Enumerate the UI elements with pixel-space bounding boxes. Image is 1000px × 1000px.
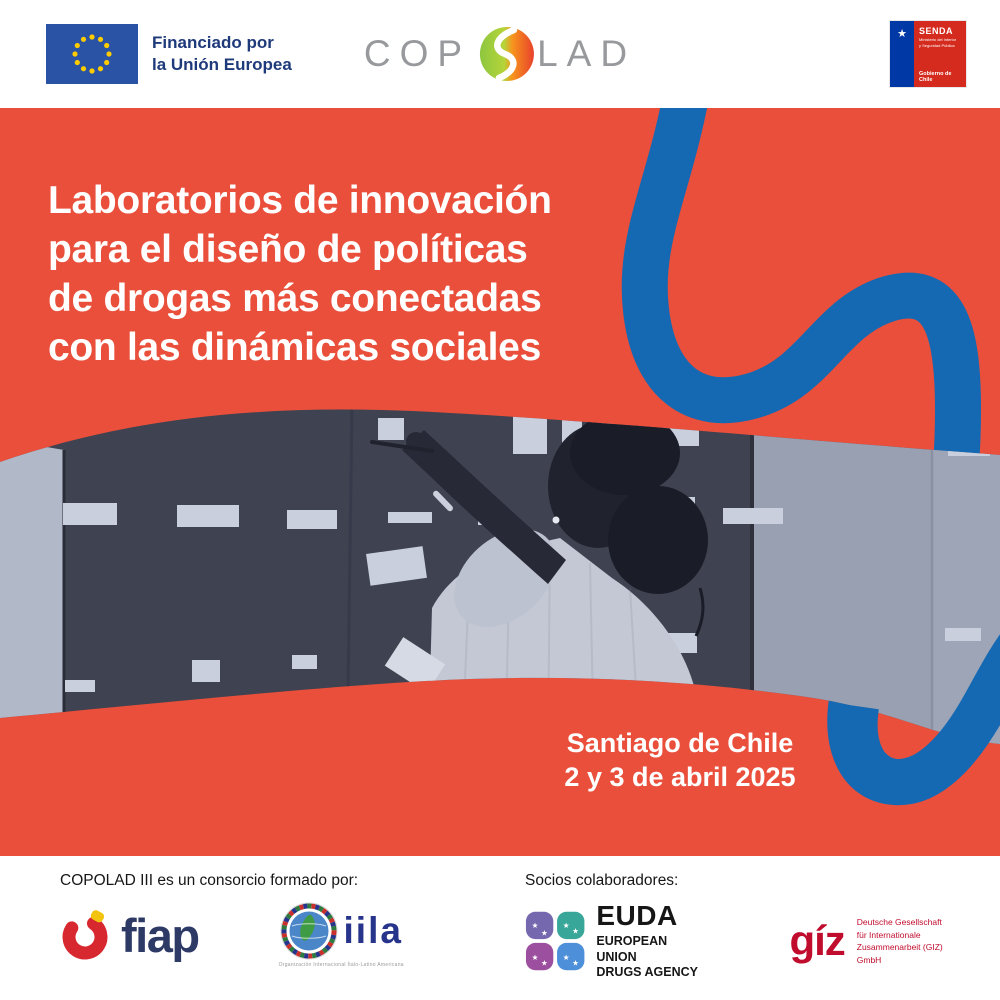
event-title: Laboratorios de innovación para el diseñ… (48, 179, 552, 369)
hero-section: Laboratorios de innovación para el diseñ… (0, 108, 1000, 856)
blue-squiggle-loop-shape (831, 634, 1000, 805)
euda-icon: ★★ ★★ ★★ ★★ (525, 912, 585, 971)
chile-coat-of-arms-icon: ★ (890, 21, 914, 87)
copolad-logo: COP LAD (364, 26, 636, 82)
svg-text:★: ★ (563, 953, 570, 962)
senda-logo-text: SENDA Ministerio del Interior y Segurida… (914, 21, 966, 87)
svg-text:★: ★ (563, 921, 570, 930)
partners-label: Socios colaboradores: (525, 872, 679, 889)
eu-funding-line1: Financiado por (152, 32, 274, 52)
senda-name: SENDA (919, 26, 954, 36)
copolad-logo-left: COP (363, 33, 472, 74)
iila-wordmark: iila (343, 910, 403, 951)
fiap-wordmark: fiap (121, 908, 200, 962)
photo-left-panel (0, 438, 64, 732)
senda-ministry: Ministerio del Interior y Seguridad Públ… (919, 37, 957, 48)
euda-subtitle-line2: DRUGS AGENCY (596, 965, 698, 980)
eu-flag-icon (46, 24, 138, 84)
pen-icon (370, 440, 434, 453)
giz-subtitle: Deutsche Gesellschaft für Internationale… (856, 916, 943, 966)
senda-government: Gobierno de Chile (919, 71, 952, 83)
euda-wordmark: EUDA (596, 900, 678, 931)
svg-text:★: ★ (541, 959, 548, 968)
giz-wordmark: gíz (789, 917, 845, 965)
svg-text:★: ★ (541, 929, 548, 938)
event-location: Santiago de Chile (566, 728, 794, 758)
event-date: 2 y 3 de abril 2025 (564, 762, 796, 792)
header-bar: Financiado por la Unión Europea COP LAD … (0, 0, 1000, 108)
event-location-date: Santiago de Chile 2 y 3 de abril 2025 (455, 726, 905, 794)
eu-funding-line2: la Unión Europea (152, 55, 292, 74)
fiap-icon (62, 910, 108, 960)
fiap-logo: fiap (60, 908, 200, 963)
copolad-logo-right: LAD (537, 33, 637, 74)
hero-artwork (0, 108, 1000, 805)
svg-text:★: ★ (532, 953, 539, 962)
svg-text:★: ★ (572, 959, 579, 968)
partners-column: Socios colaboradores: ★ ★ ★ ★ ★ ★ ★ ★ (525, 872, 960, 1000)
photo-woman-silhouette (370, 411, 708, 744)
euda-logo: ★ ★ ★ ★ ★ ★ ★ ★ EUDA EUROPEAN UNION DRUGS AG… (525, 902, 704, 981)
eu-funding-logo: Financiado por la Unión Europea (46, 24, 292, 84)
consortium-column: COPOLAD III es un consorcio formado por:… (60, 872, 525, 1000)
svg-text:★: ★ (532, 921, 539, 930)
iila-logo: iila Organización Internacional Ítalo-La… (279, 902, 404, 968)
eu-funding-text: Financiado por la Unión Europea (152, 32, 292, 76)
euda-subtitle-line1: EUROPEAN UNION (596, 934, 668, 964)
consortium-label: COPOLAD III es un consorcio formado por: (60, 872, 359, 889)
svg-text:★: ★ (572, 927, 579, 936)
copolad-globe-icon (480, 26, 535, 82)
senda-logo: ★ SENDA Ministerio del Interior y Seguri… (890, 21, 966, 87)
footer-bar: COPOLAD III es un consorcio formado por:… (0, 856, 1000, 1000)
iila-caption: Organización Internacional Ítalo-Latino … (278, 962, 404, 968)
giz-logo: gíz Deutsche Gesellschaft für Internatio… (789, 916, 960, 967)
iila-globe-icon (280, 902, 338, 960)
